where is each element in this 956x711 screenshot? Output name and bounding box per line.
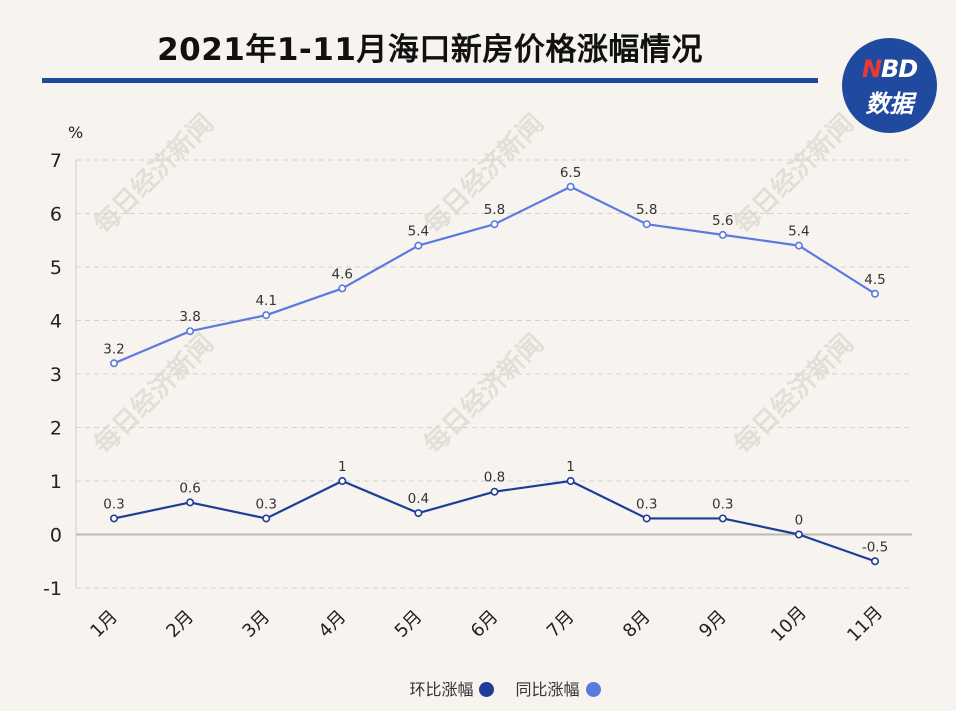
watermark-text: 每日经济新闻 [728,328,860,460]
data-point [490,487,499,496]
data-label: 6.5 [560,165,581,181]
data-label: 0.8 [484,470,505,486]
x-tick-label: 11月 [843,602,887,646]
data-point [794,241,803,250]
x-tick-label: 10月 [767,602,811,646]
x-tick-label: 6月 [467,606,503,642]
data-point [718,230,727,239]
data-point [642,220,651,229]
chart-title: 2021年1-11月海口新房价格涨幅情况 [157,32,703,68]
data-label: 4.5 [864,272,885,288]
data-label: 0.6 [179,480,200,496]
y-tick-label: 4 [50,311,62,333]
data-label: 5.6 [712,213,733,229]
data-point [794,530,803,539]
data-point [870,289,879,298]
legend-marker-mom [479,682,495,697]
data-point [414,241,423,250]
watermark-text: 每日经济新闻 [418,108,550,240]
y-tick-label: -1 [43,578,62,600]
logo-subtitle: 数据 [865,90,914,118]
y-tick-label: 6 [50,204,62,226]
data-point [338,284,347,293]
data-label: 1 [338,459,347,475]
grid-lines [76,159,912,589]
series-layer [110,182,879,566]
data-point [262,514,271,523]
data-label: 0 [795,513,804,529]
data-label: 4.1 [255,293,276,309]
title-underline [42,78,818,83]
data-point [718,514,727,523]
data-label: 5.8 [484,202,505,218]
data-label: 0.3 [103,496,124,512]
x-tick-label: 4月 [315,606,351,642]
y-tick-label: 1 [50,471,62,493]
data-point [186,327,195,336]
x-tick-label: 5月 [391,606,427,642]
legend-item-yoy: 同比涨幅 [516,676,601,700]
data-label: 1 [566,459,575,475]
y-unit-label: % [68,123,83,142]
data-point [110,359,119,368]
data-point [642,514,651,523]
watermark-text: 每日经济新闻 [418,328,550,460]
data-label: 5.8 [636,202,657,218]
legend-label-mom: 环比涨幅 [409,680,474,699]
data-point [566,182,575,191]
x-tick-label: 8月 [619,606,655,642]
logo-wordmark: NBD [861,55,918,83]
y-tick-label: 5 [50,257,62,279]
data-point [186,498,195,507]
data-point [490,220,499,229]
x-tick-label: 7月 [543,606,579,642]
data-label: 0.4 [408,491,429,507]
data-point [262,311,271,320]
data-label: 3.2 [103,341,124,357]
legend-label-yoy: 同比涨幅 [515,680,580,699]
data-point [414,509,423,518]
data-labels: 3.2 3.8 4.1 4.6 5.4 5.8 6.5 5.8 5.6 5.4 4.5 0.3 0.6 0… [103,165,888,556]
y-tick-label: 0 [50,525,62,547]
data-label: 3.8 [179,309,200,325]
x-tick-label: 3月 [238,606,274,642]
legend-marker-yoy [585,682,601,697]
watermark-text: 每日经济新闻 [88,108,220,240]
data-point [338,476,347,485]
x-tick-label: 9月 [695,606,731,642]
legend: 环比涨幅 同比涨幅 [0,676,956,700]
data-label: 5.4 [408,224,429,240]
y-tick-label: 2 [50,418,62,440]
x-tick-label: 1月 [86,606,122,642]
data-point [870,557,879,566]
data-label: -0.5 [862,539,888,555]
y-tick-label: 7 [50,150,62,172]
x-tick-label: 2月 [162,606,198,642]
data-point [110,514,119,523]
data-point [566,476,575,485]
data-label: 0.3 [636,496,657,512]
legend-item-mom: 环比涨幅 [409,676,495,700]
data-label: 4.6 [332,266,353,282]
data-label: 5.4 [788,224,809,240]
data-label: 0.3 [712,496,733,512]
watermark-text: 每日经济新闻 [728,108,860,240]
nbd-logo: NBD 数据 [842,38,937,133]
y-tick-label: 3 [50,364,62,386]
data-label: 0.3 [255,496,276,512]
